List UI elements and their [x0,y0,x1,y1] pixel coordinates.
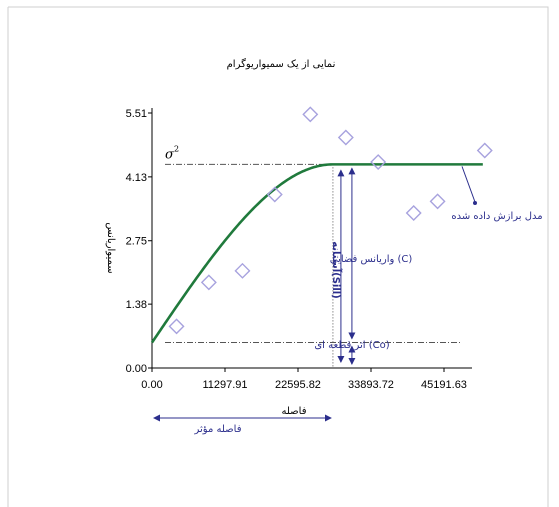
model-pointer-dot [473,201,477,205]
x-tick-label: 33893.72 [348,379,394,391]
x-tick-label: 0.00 [141,379,162,391]
range-label: فاصله مؤثر [194,424,242,435]
model-pointer-line [461,166,476,203]
data-point [370,154,387,171]
data-points-group [168,106,493,335]
y-tick-label: 2.75 [126,236,147,248]
axis-ticks: 0.00 11297.91 22595.82 33893.72 45191.63 0.00… [126,108,467,391]
x-tick-label: 22595.82 [275,379,321,391]
sill-label: آستانه(Sill) [330,241,343,299]
data-point [234,262,251,279]
model-label: مدل برازش داده شده [451,211,542,222]
spatial-variance-label: واریانس فضایی (C) [330,254,413,265]
data-point [405,204,422,221]
y-tick-label: 4.13 [126,172,147,184]
outer-border [7,6,549,507]
x-tick-label: 11297.91 [202,379,247,391]
y-tick-label: 0.00 [126,363,147,375]
data-point [200,274,217,291]
sigma-superscript: 2 [174,144,179,153]
fitted-model-curve [150,163,483,344]
data-point [337,129,354,146]
reference-lines [165,163,462,368]
nugget-label: اثر قطعه ای (Co) [314,340,389,351]
x-axis-label: فاصله [282,406,307,417]
fitted-curve-group [150,163,483,344]
y-tick-label: 5.51 [126,108,147,120]
y-axis-label: سمیواریانس [105,222,116,273]
chart-title: نمایی از یک سمیواریوگرام [227,58,336,70]
data-point [476,142,493,159]
data-point [302,106,319,123]
y-tick-label: 1.38 [126,299,147,311]
x-tick-label: 45191.63 [421,379,467,391]
sigma-label: σ [165,147,175,162]
data-point [168,318,185,335]
annotations-group: σ 2 مدل برازش داده شده آستانه(Sill)واریانس … [153,144,543,435]
data-point [429,193,446,210]
data-point [266,186,283,203]
